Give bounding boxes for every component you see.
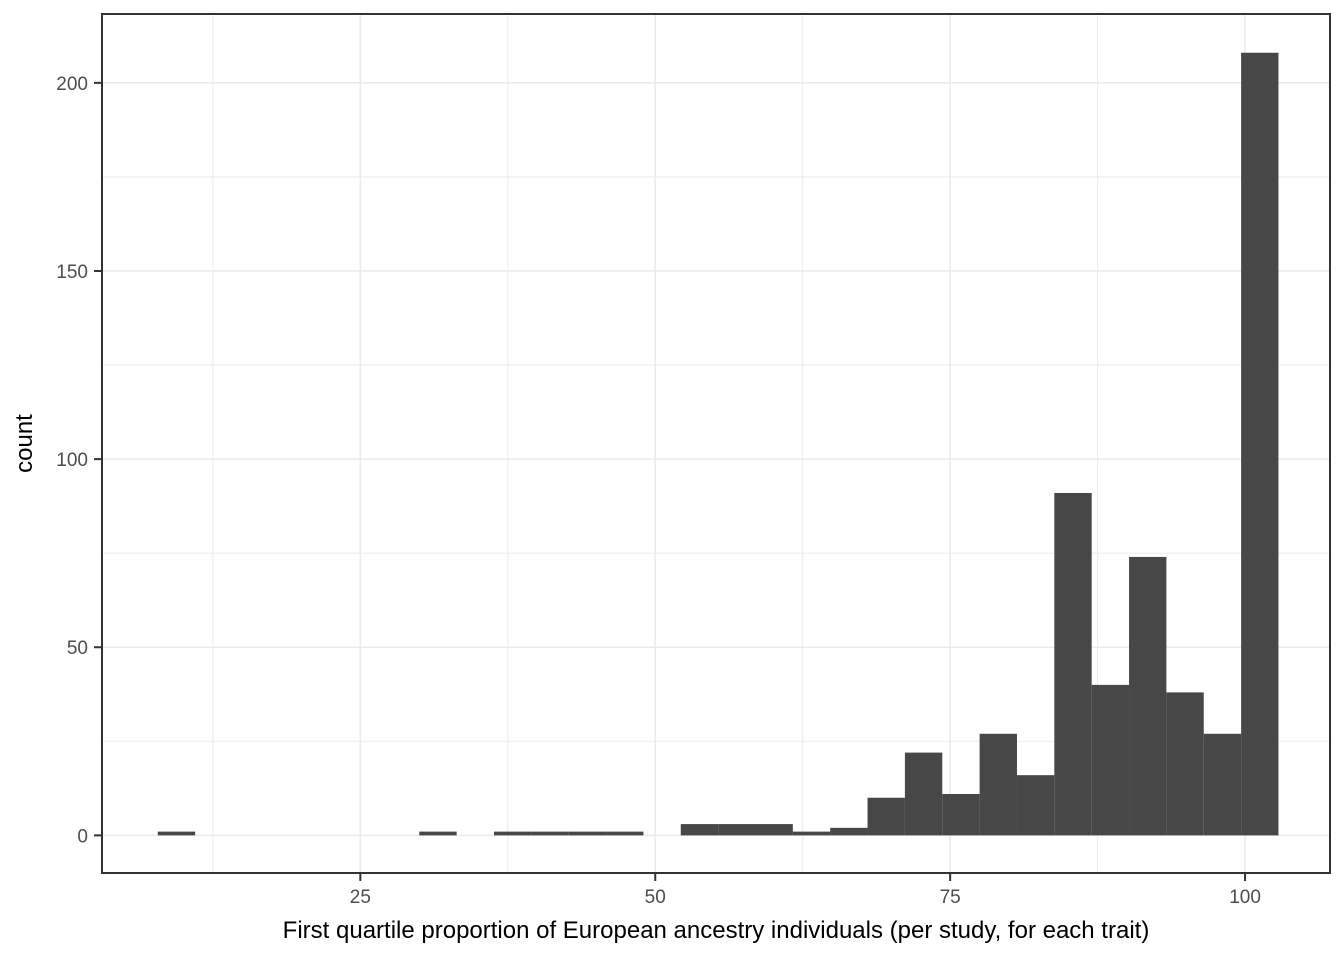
histogram-bar [755, 824, 793, 836]
major-gridlines [102, 14, 1330, 873]
y-tick-label: 100 [56, 450, 88, 471]
histogram-bar [792, 831, 831, 836]
histogram-bar [568, 831, 607, 836]
y-tick-label: 200 [56, 74, 88, 95]
x-tick-label: 25 [350, 887, 371, 908]
histogram-bar [531, 831, 569, 836]
histogram-bar [1129, 556, 1167, 836]
minor-gridlines [102, 14, 1330, 873]
histogram-bar [1091, 684, 1130, 836]
histogram-bar [1203, 733, 1242, 836]
histogram-bar [1241, 52, 1279, 836]
x-tick-label: 50 [645, 887, 666, 908]
plot-panel-border [101, 13, 1331, 874]
histogram-bar [867, 797, 905, 836]
histogram-bars [157, 52, 1279, 836]
x-tick-label: 75 [940, 887, 961, 908]
y-tick-label: 0 [77, 826, 88, 847]
y-axis-tick-labels: 0 50 100 150 200 [56, 74, 88, 848]
axis-tick-marks [94, 81, 1247, 881]
histogram-bar [830, 827, 868, 836]
histogram-bar [942, 793, 980, 836]
y-axis-title: count [11, 414, 38, 473]
histogram-bar [606, 831, 644, 836]
x-axis-title: First quartile proportion of European an… [283, 917, 1150, 944]
x-axis-tick-labels: 25 50 75 100 [350, 887, 1261, 908]
histogram-bar [904, 752, 943, 836]
histogram-bar [1054, 492, 1092, 836]
histogram-bar [680, 824, 719, 836]
histogram-bar [1166, 692, 1204, 836]
y-tick-label: 150 [56, 262, 88, 283]
histogram-bar [1016, 775, 1055, 836]
histogram-bar [979, 733, 1017, 836]
x-tick-label: 100 [1229, 887, 1261, 908]
histogram-bar [419, 831, 457, 836]
histogram-bar [718, 824, 756, 836]
histogram-bar [157, 831, 196, 836]
histogram-bar [493, 831, 532, 836]
y-tick-label: 50 [67, 638, 88, 659]
